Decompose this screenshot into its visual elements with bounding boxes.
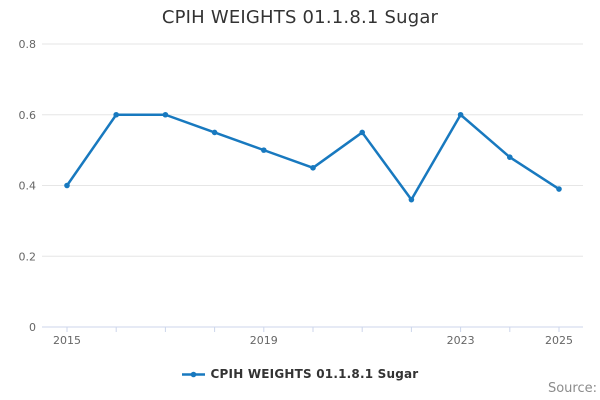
data-point[interactable]: [162, 111, 169, 118]
svg-text:2025: 2025: [545, 334, 573, 347]
svg-text:0: 0: [29, 321, 36, 334]
x-axis-labels: 2015 2019 2023 2025: [53, 334, 573, 347]
svg-text:0.8: 0.8: [19, 38, 37, 51]
data-point[interactable]: [507, 154, 513, 160]
legend: CPIH WEIGHTS 01.1.8.1 Sugar: [0, 367, 600, 381]
svg-text:2023: 2023: [447, 334, 475, 347]
data-point[interactable]: [113, 111, 119, 118]
x-axis-ticks: [66, 327, 560, 332]
svg-text:2015: 2015: [53, 334, 81, 347]
source-credit: Source:: [547, 381, 597, 396]
data-point[interactable]: [310, 165, 316, 171]
svg-text:0.6: 0.6: [19, 109, 37, 122]
y-axis-labels: 0 0.2 0.4 0.6 0.8: [19, 38, 37, 334]
legend-item-label: CPIH WEIGHTS 01.1.8.1 Sugar: [210, 367, 419, 381]
data-point[interactable]: [261, 147, 267, 153]
legend-item[interactable]: CPIH WEIGHTS 01.1.8.1 Sugar: [181, 367, 419, 381]
series-line[interactable]: [65, 113, 561, 201]
legend-marker-icon: [181, 371, 205, 377]
svg-text:0.4: 0.4: [19, 180, 37, 193]
svg-text:0.2: 0.2: [19, 250, 37, 263]
data-point[interactable]: [408, 196, 415, 203]
data-point[interactable]: [359, 129, 366, 136]
data-point[interactable]: [64, 182, 70, 189]
data-point[interactable]: [457, 111, 464, 118]
svg-text:2019: 2019: [250, 334, 278, 347]
data-point[interactable]: [211, 129, 218, 136]
chart-title: CPIH WEIGHTS 01.1.8.1 Sugar: [161, 7, 439, 28]
data-point[interactable]: [556, 186, 562, 192]
data-points: [64, 111, 562, 203]
